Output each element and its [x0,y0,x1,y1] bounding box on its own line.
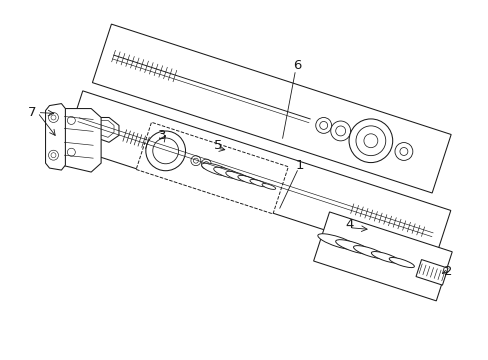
Ellipse shape [213,167,241,179]
Ellipse shape [225,171,249,181]
Circle shape [330,121,350,141]
Ellipse shape [353,246,385,258]
Circle shape [51,153,56,158]
Ellipse shape [262,184,275,189]
Circle shape [190,156,201,166]
Circle shape [67,117,75,125]
Ellipse shape [388,257,413,267]
Text: 2: 2 [443,265,452,278]
Text: 1: 1 [295,159,303,172]
Circle shape [315,117,331,133]
Circle shape [67,148,75,156]
Circle shape [319,121,327,129]
Circle shape [399,148,407,156]
Ellipse shape [249,180,266,187]
Ellipse shape [201,163,232,176]
Ellipse shape [317,234,357,249]
Circle shape [335,126,345,136]
Circle shape [48,113,59,122]
Circle shape [201,159,211,169]
Circle shape [48,150,59,160]
Circle shape [394,143,412,161]
Text: 7: 7 [27,106,36,119]
Ellipse shape [335,240,371,254]
Text: 4: 4 [345,218,353,231]
Polygon shape [313,212,451,301]
Circle shape [348,119,392,163]
Polygon shape [85,117,119,142]
Circle shape [193,158,198,163]
Polygon shape [136,122,288,214]
Polygon shape [45,104,65,170]
Text: 5: 5 [214,139,222,152]
Ellipse shape [237,175,258,184]
Polygon shape [92,24,450,193]
Polygon shape [93,121,114,137]
Circle shape [203,162,208,167]
Text: 3: 3 [158,129,166,142]
Polygon shape [65,91,450,265]
Circle shape [152,138,178,164]
Circle shape [363,134,377,148]
Polygon shape [56,109,101,172]
Circle shape [145,131,185,171]
Circle shape [355,126,385,156]
Polygon shape [415,260,447,285]
Circle shape [51,115,56,120]
Ellipse shape [370,252,399,263]
Text: 6: 6 [293,59,301,72]
